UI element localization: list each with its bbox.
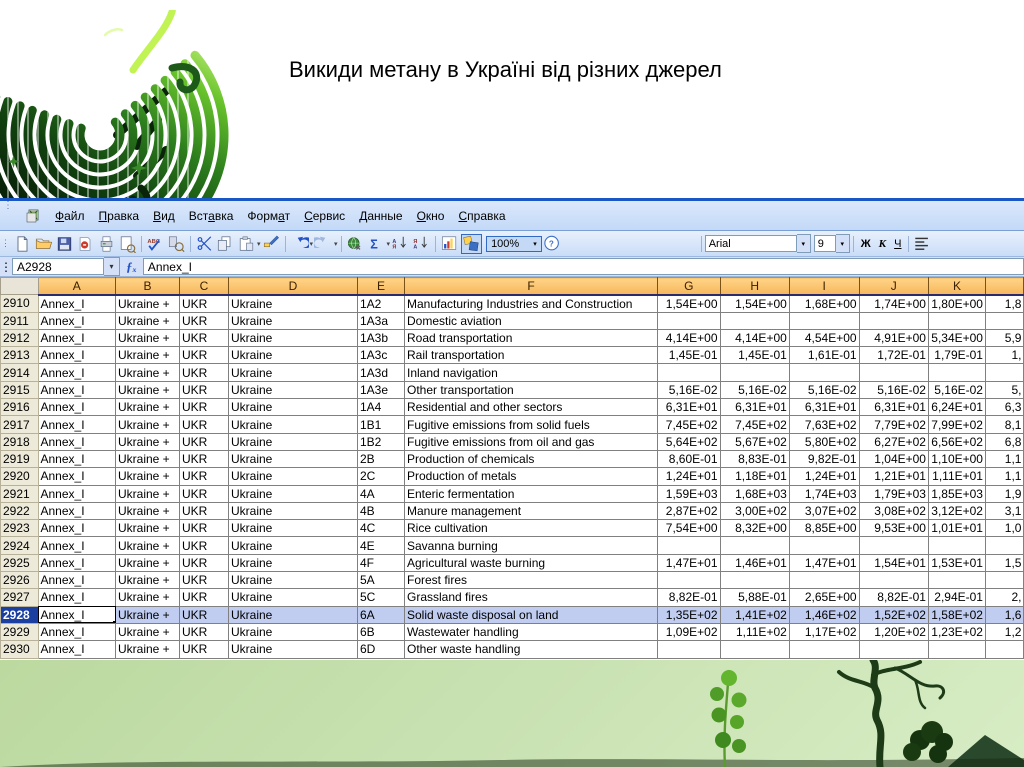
svg-text:Я: Я bbox=[392, 244, 396, 250]
svg-text:Σ: Σ bbox=[370, 237, 378, 251]
svg-text:?: ? bbox=[549, 239, 554, 248]
svg-text:A: A bbox=[413, 244, 417, 250]
